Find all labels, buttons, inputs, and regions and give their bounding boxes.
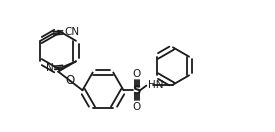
- Text: O: O: [66, 74, 75, 87]
- Text: N: N: [46, 63, 54, 73]
- Text: CN: CN: [64, 27, 79, 37]
- Text: O: O: [133, 69, 141, 79]
- Text: S: S: [132, 84, 141, 97]
- Text: HN: HN: [148, 80, 164, 90]
- Text: O: O: [133, 102, 141, 112]
